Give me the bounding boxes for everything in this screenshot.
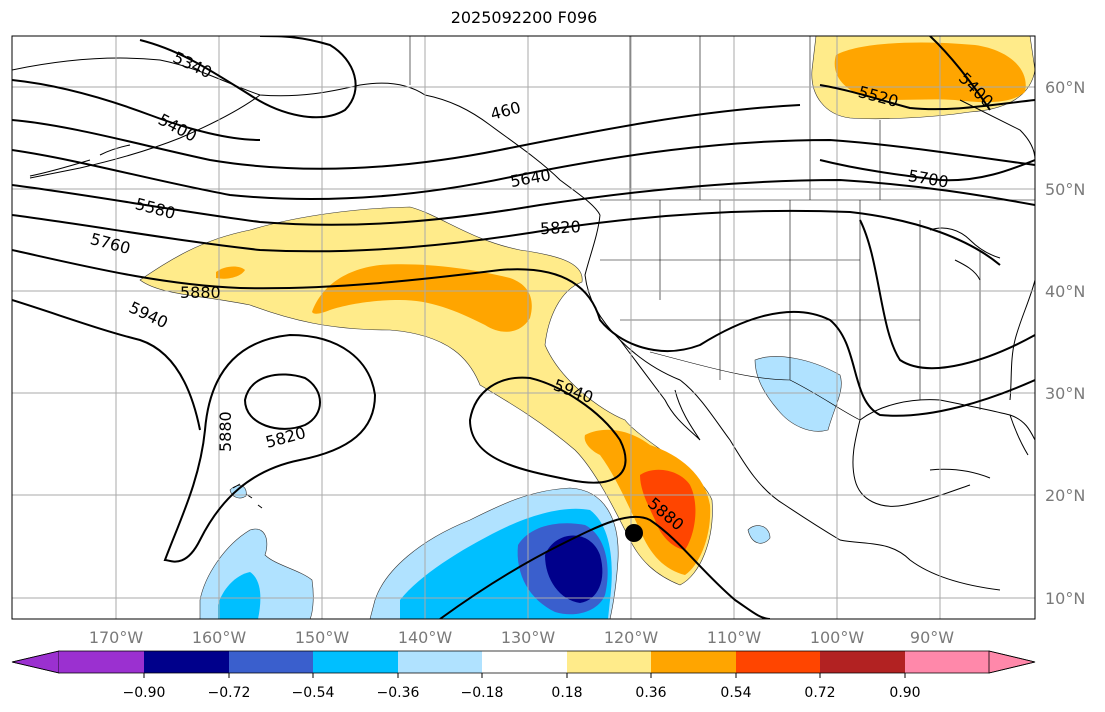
east-coast bbox=[1009, 279, 1035, 401]
lat-tick-label: 30°N bbox=[1045, 384, 1085, 403]
contour-label: 5880 bbox=[140, 615, 181, 634]
contour-5880-loop bbox=[163, 333, 377, 563]
lon-tick-label: 90°W bbox=[910, 628, 954, 647]
colorbar-segment bbox=[482, 651, 567, 673]
map-area: 5340 5400 460 5640 5580 5760 5820 5880 5… bbox=[12, 36, 1035, 634]
us-mexico-border bbox=[649, 351, 861, 421]
colorbar-tick-label: −0.54 bbox=[292, 685, 335, 701]
center-marker bbox=[625, 524, 643, 542]
colorbar-high-extend bbox=[988, 650, 1036, 674]
colorbar-segment bbox=[229, 651, 313, 673]
colorbar-tick-label: −0.90 bbox=[123, 685, 166, 701]
contour-5940-north bbox=[12, 299, 201, 431]
lon-tick-label: 100°W bbox=[810, 628, 865, 647]
anomaly-navy-south bbox=[545, 535, 603, 603]
state-lines bbox=[600, 200, 981, 420]
lon-tick-label: 140°W bbox=[398, 628, 453, 647]
contour-east-trough bbox=[859, 219, 1035, 370]
colorbar-tick-label: −0.18 bbox=[461, 685, 504, 701]
colorbar-segment bbox=[567, 651, 651, 673]
anomaly-skyblue-west bbox=[218, 572, 261, 619]
negative-anomaly-fills bbox=[199, 356, 842, 619]
lat-tick-label: 60°N bbox=[1045, 78, 1085, 97]
contour-line-2 bbox=[12, 138, 1035, 200]
baja-peninsula bbox=[619, 339, 701, 441]
anomaly-lightblue-islet bbox=[747, 525, 771, 544]
contour-line-4 bbox=[12, 209, 1001, 266]
anomaly-orange-pacific bbox=[312, 264, 532, 332]
colorbar-segment bbox=[59, 651, 144, 673]
anomaly-orange-small bbox=[216, 266, 245, 279]
contour-label: 5880 bbox=[216, 411, 235, 452]
colorbar-segment bbox=[651, 651, 736, 673]
contour-5820-loop bbox=[243, 373, 321, 430]
colorbar-tick-label: 0.36 bbox=[635, 685, 666, 701]
colorbar: −0.90 −0.72 −0.54 −0.36 −0.18 0.18 0.36 … bbox=[11, 650, 1036, 701]
colorbar-outline bbox=[11, 650, 1036, 674]
colorbar-tick-label: 0.72 bbox=[804, 685, 835, 701]
map-title: 2025092200 F096 bbox=[450, 8, 598, 27]
colorbar-segment bbox=[820, 651, 905, 673]
lat-tick-label: 20°N bbox=[1045, 486, 1085, 505]
colorbar-tick-label: 0.18 bbox=[551, 685, 582, 701]
lon-tick-label: 160°W bbox=[192, 628, 247, 647]
height-contours bbox=[12, 36, 1035, 619]
map-frame bbox=[11, 35, 1036, 620]
lat-tick-label: 10°N bbox=[1045, 589, 1085, 608]
cuba bbox=[929, 468, 991, 479]
political-borders bbox=[409, 36, 1035, 421]
colorbar-segment bbox=[398, 651, 482, 673]
colorbar-ticks bbox=[143, 673, 906, 678]
contour-5400-canada bbox=[929, 36, 991, 111]
colorbar-tick-label: 0.54 bbox=[720, 685, 751, 701]
anomaly-light-yellow-band bbox=[139, 206, 713, 586]
contour-label: 5880 bbox=[180, 283, 221, 302]
lon-tick-label: 130°W bbox=[501, 628, 556, 647]
contour-5940-loop bbox=[468, 376, 627, 484]
contour-5400-west bbox=[12, 79, 261, 141]
lon-tick-label: 110°W bbox=[707, 628, 762, 647]
lat-tick-label: 40°N bbox=[1045, 282, 1085, 301]
contour-line-5 bbox=[12, 249, 1035, 417]
contour-5520-canada bbox=[819, 84, 1035, 111]
aleutian-arc bbox=[29, 144, 131, 177]
colorbar-tick-label: −0.72 bbox=[208, 685, 251, 701]
canada-provinces bbox=[629, 36, 881, 200]
florida bbox=[1009, 414, 1029, 456]
lon-tick-label: 150°W bbox=[295, 628, 350, 647]
colorbar-segment bbox=[144, 651, 229, 673]
colorbar-tick-label: 0.90 bbox=[889, 685, 920, 701]
hudson-coast bbox=[959, 99, 1035, 161]
alaska-coast bbox=[12, 57, 601, 216]
colorbar-tick-label: −0.36 bbox=[377, 685, 420, 701]
colorbar-segment bbox=[905, 651, 989, 673]
longitude-labels: 170°W 160°W 150°W 140°W 130°W 120°W 110°… bbox=[89, 628, 954, 647]
anomaly-red-mexico bbox=[640, 469, 696, 550]
contour-5700 bbox=[819, 159, 1035, 182]
colorbar-segment bbox=[313, 651, 398, 673]
colorbar-segment bbox=[736, 651, 820, 673]
contour-5340 bbox=[139, 36, 357, 119]
contour-label: 5820 bbox=[540, 217, 582, 238]
lat-tick-label: 50°N bbox=[1045, 180, 1085, 199]
contour-line-1 bbox=[12, 104, 801, 170]
great-lakes bbox=[929, 227, 1001, 281]
alaska-peninsula bbox=[29, 94, 261, 179]
lon-tick-label: 170°W bbox=[89, 628, 144, 647]
anomaly-lightblue-texas bbox=[754, 356, 842, 432]
contour-5880-south bbox=[439, 515, 771, 619]
colorbar-low-extend bbox=[11, 650, 60, 674]
gulf-coast bbox=[859, 399, 1035, 441]
contour-line-3 bbox=[12, 178, 1035, 226]
latitude-labels: 60°N 50°N 40°N 30°N 20°N 10°N bbox=[1045, 78, 1085, 608]
positive-anomaly-fills bbox=[139, 36, 1035, 586]
lon-tick-label: 120°W bbox=[604, 628, 659, 647]
